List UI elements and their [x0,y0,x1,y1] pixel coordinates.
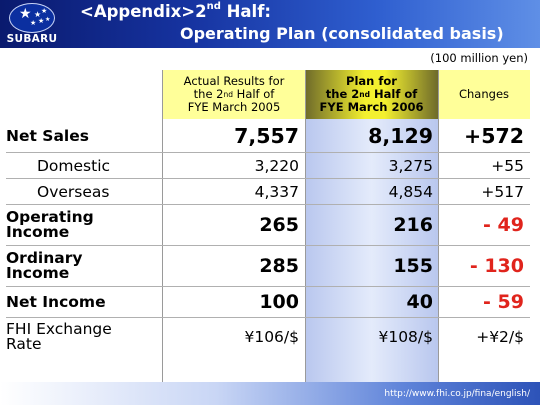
actual-value: 100 [259,291,299,313]
table-row-overseas: Overseas 4,337 4,854 +517 [6,179,530,204]
table-row-net-sales: Net Sales 7,557 8,129 +572 [6,120,530,152]
page-title-line1: <Appendix>2nd Half: [80,1,271,21]
change-value: +572 [464,124,524,148]
column-divider [438,70,439,404]
row-label: Ordinary Income [6,249,83,282]
plan-value: 4,854 [388,182,433,201]
actual-value: ¥106/$ [244,328,299,346]
row-divider [6,178,530,179]
row-divider [6,317,530,318]
row-divider [6,286,530,287]
plan-column-background [305,119,438,404]
logo-wordmark: SUBARU [6,33,58,45]
table-row-exchange-rate: FHI Exchange Rate ¥106/$ ¥108/$ +¥2/$ [6,318,530,356]
column-divider [305,70,306,404]
title-banner: ★ ★ ★ ★ ★ ★ SUBARU <Appendix>2nd Half: O… [0,0,540,48]
actual-value: 4,337 [254,182,299,201]
table-row-net-income: Net Income 100 40 - 59 [6,287,530,317]
row-divider [6,204,530,205]
row-label: Operating Income [6,208,94,241]
unit-note: (100 million yen) [430,51,528,65]
change-value: +55 [491,156,524,175]
change-value: +¥2/$ [476,328,524,346]
change-value: - 130 [469,255,524,277]
row-label: Overseas [37,182,110,201]
pleiades-emblem-icon: ★ ★ ★ ★ ★ ★ [9,3,55,33]
table-row-domestic: Domestic 3,220 3,275 +55 [6,153,530,178]
row-label: Domestic [37,156,111,175]
row-label: FHI Exchange Rate [6,320,112,353]
row-label: Net Income [6,292,106,311]
column-header-actual: Actual Results for the 2nd Half of FYE Mar… [163,70,305,119]
plan-value: 155 [393,255,433,277]
plan-value: 40 [406,291,433,313]
row-label: Net Sales [6,126,89,145]
actual-value: 3,220 [254,156,299,175]
actual-value: 265 [259,214,299,236]
table-row-operating-income: Operating Income 265 216 - 49 [6,205,530,245]
plan-value: ¥108/$ [378,328,433,346]
row-divider [6,245,530,246]
actual-value: 285 [259,255,299,277]
change-value: +517 [481,182,524,201]
column-header-plan: Plan for the 2nd Half of FYE March 2006 [305,70,438,119]
footer-bar: http://www.fhi.co.jp/fina/english/ [0,382,540,405]
plan-value: 8,129 [368,124,433,148]
column-divider [162,70,163,404]
column-header-changes: Changes [438,70,530,119]
page-title-line2: Operating Plan (consolidated basis) [180,24,504,43]
plan-value: 3,275 [388,156,433,175]
row-divider [6,152,530,153]
change-value: - 59 [483,291,524,313]
actual-value: 7,557 [234,124,299,148]
subaru-logo: ★ ★ ★ ★ ★ ★ SUBARU [3,3,61,45]
footer-url: http://www.fhi.co.jp/fina/english/ [384,389,530,399]
table-row-ordinary-income: Ordinary Income 285 155 - 130 [6,246,530,286]
change-value: - 49 [483,214,524,236]
plan-value: 216 [393,214,433,236]
